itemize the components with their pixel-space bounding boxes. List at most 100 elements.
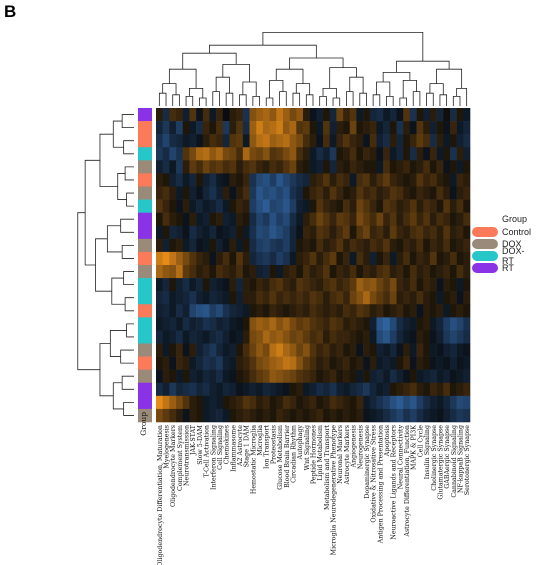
legend-label: RT <box>502 262 514 273</box>
heatmap-cell <box>403 134 411 148</box>
heatmap-cell <box>176 343 184 357</box>
heatmap-cell <box>176 186 184 200</box>
legend-item: RT <box>472 262 532 273</box>
column-label: Hemostatic Microglia <box>250 425 257 494</box>
heatmap-cell <box>296 395 304 410</box>
column-label: Slow 5-DAM <box>197 424 204 464</box>
dendrogram-branch <box>99 343 114 397</box>
heatmap-cell <box>403 395 411 410</box>
heatmap-cell <box>363 265 371 279</box>
heatmap-cell <box>276 160 284 174</box>
heatmap-cell <box>409 147 417 161</box>
heatmap-cell <box>356 212 364 227</box>
heatmap-cell <box>416 238 424 253</box>
heatmap-cell <box>376 330 384 344</box>
heatmap-cell <box>416 330 424 344</box>
heatmap-cell <box>423 343 431 357</box>
heatmap-cell <box>216 186 224 200</box>
heatmap-cell <box>336 317 344 331</box>
column-label: Metabolism and Transport <box>324 425 331 510</box>
heatmap-cell <box>156 186 163 200</box>
heatmap-cell <box>323 212 330 227</box>
heatmap-cell <box>356 251 364 266</box>
heatmap-cell <box>169 278 177 292</box>
heatmap-cell <box>369 382 377 397</box>
heatmap-cell <box>323 173 330 187</box>
heatmap-cell <box>349 212 357 227</box>
heatmap-cell <box>316 265 324 279</box>
heatmap-cell <box>423 108 431 122</box>
heatmap-cell <box>376 251 384 266</box>
heatmap-cell <box>236 304 244 318</box>
dendrogram-branch <box>99 133 118 187</box>
heatmap-cell <box>376 265 384 279</box>
heatmap-cell <box>336 147 344 161</box>
heatmap-cell <box>309 278 317 292</box>
dendrogram-branch <box>412 91 421 106</box>
heatmap-cell <box>336 278 344 292</box>
heatmap-cell <box>363 356 371 370</box>
heatmap-cell <box>276 199 284 213</box>
heatmap-cell <box>249 251 257 266</box>
dendrogram-branch <box>111 277 126 305</box>
dendrogram-branch <box>292 92 301 106</box>
heatmap-cell <box>196 317 204 331</box>
heatmap-cell <box>403 199 411 213</box>
heatmap-cell <box>162 173 170 187</box>
heatmap-cell <box>356 304 364 318</box>
heatmap-cell <box>436 382 444 397</box>
heatmap-cell <box>282 199 290 213</box>
heatmap-cell <box>176 134 184 148</box>
heatmap-cell <box>236 278 244 292</box>
heatmap-cell <box>356 356 364 370</box>
heatmap-cell <box>363 408 371 423</box>
heatmap-cell <box>309 251 317 266</box>
heatmap-cell <box>449 251 457 266</box>
heatmap-cell <box>242 278 250 292</box>
heatmap-cell <box>429 408 437 423</box>
heatmap-cell <box>429 212 437 227</box>
heatmap-cell <box>369 369 377 384</box>
heatmap-cell <box>262 238 270 253</box>
group-annotation-cell <box>138 408 152 423</box>
heatmap-cell <box>222 212 230 227</box>
heatmap-cell <box>189 108 197 122</box>
group-annotation-bar <box>138 108 152 423</box>
heatmap-cell <box>236 291 244 305</box>
heatmap-cell <box>316 173 324 187</box>
heatmap-cell <box>262 317 270 331</box>
heatmap-cell <box>216 199 224 213</box>
heatmap-cell <box>189 147 197 161</box>
dendrogram-branch <box>319 96 327 106</box>
column-label: Chemokines <box>224 425 231 464</box>
heatmap-cell <box>176 330 184 344</box>
heatmap-cell <box>289 238 297 253</box>
heatmap-cell <box>423 304 431 318</box>
heatmap-cell <box>262 382 270 397</box>
heatmap-cell <box>176 395 184 410</box>
heatmap-cell <box>196 382 204 397</box>
heatmap-cell <box>269 408 277 423</box>
heatmap-cell <box>296 199 304 213</box>
heatmap-cell <box>276 330 284 344</box>
heatmap-cell <box>336 395 344 410</box>
heatmap-cell <box>309 343 317 357</box>
heatmap-cell <box>449 265 457 279</box>
heatmap-cell <box>316 317 324 331</box>
heatmap-cell <box>229 291 237 305</box>
heatmap-cell <box>236 408 244 423</box>
heatmap-cell <box>256 265 264 279</box>
heatmap-cell <box>369 291 377 305</box>
dendrogram-branch <box>452 96 461 106</box>
heatmap-cell <box>216 330 224 344</box>
heatmap-cell <box>242 173 250 187</box>
heatmap-cell <box>329 408 337 423</box>
heatmap-cell <box>269 395 277 410</box>
heatmap-cell <box>242 382 250 397</box>
heatmap-cell <box>162 369 170 384</box>
heatmap-cell <box>256 278 264 292</box>
column-label: Neuronal Markers <box>337 425 344 484</box>
heatmap-cell <box>403 173 411 187</box>
heatmap-cell <box>216 317 224 331</box>
heatmap-cell <box>443 212 451 227</box>
